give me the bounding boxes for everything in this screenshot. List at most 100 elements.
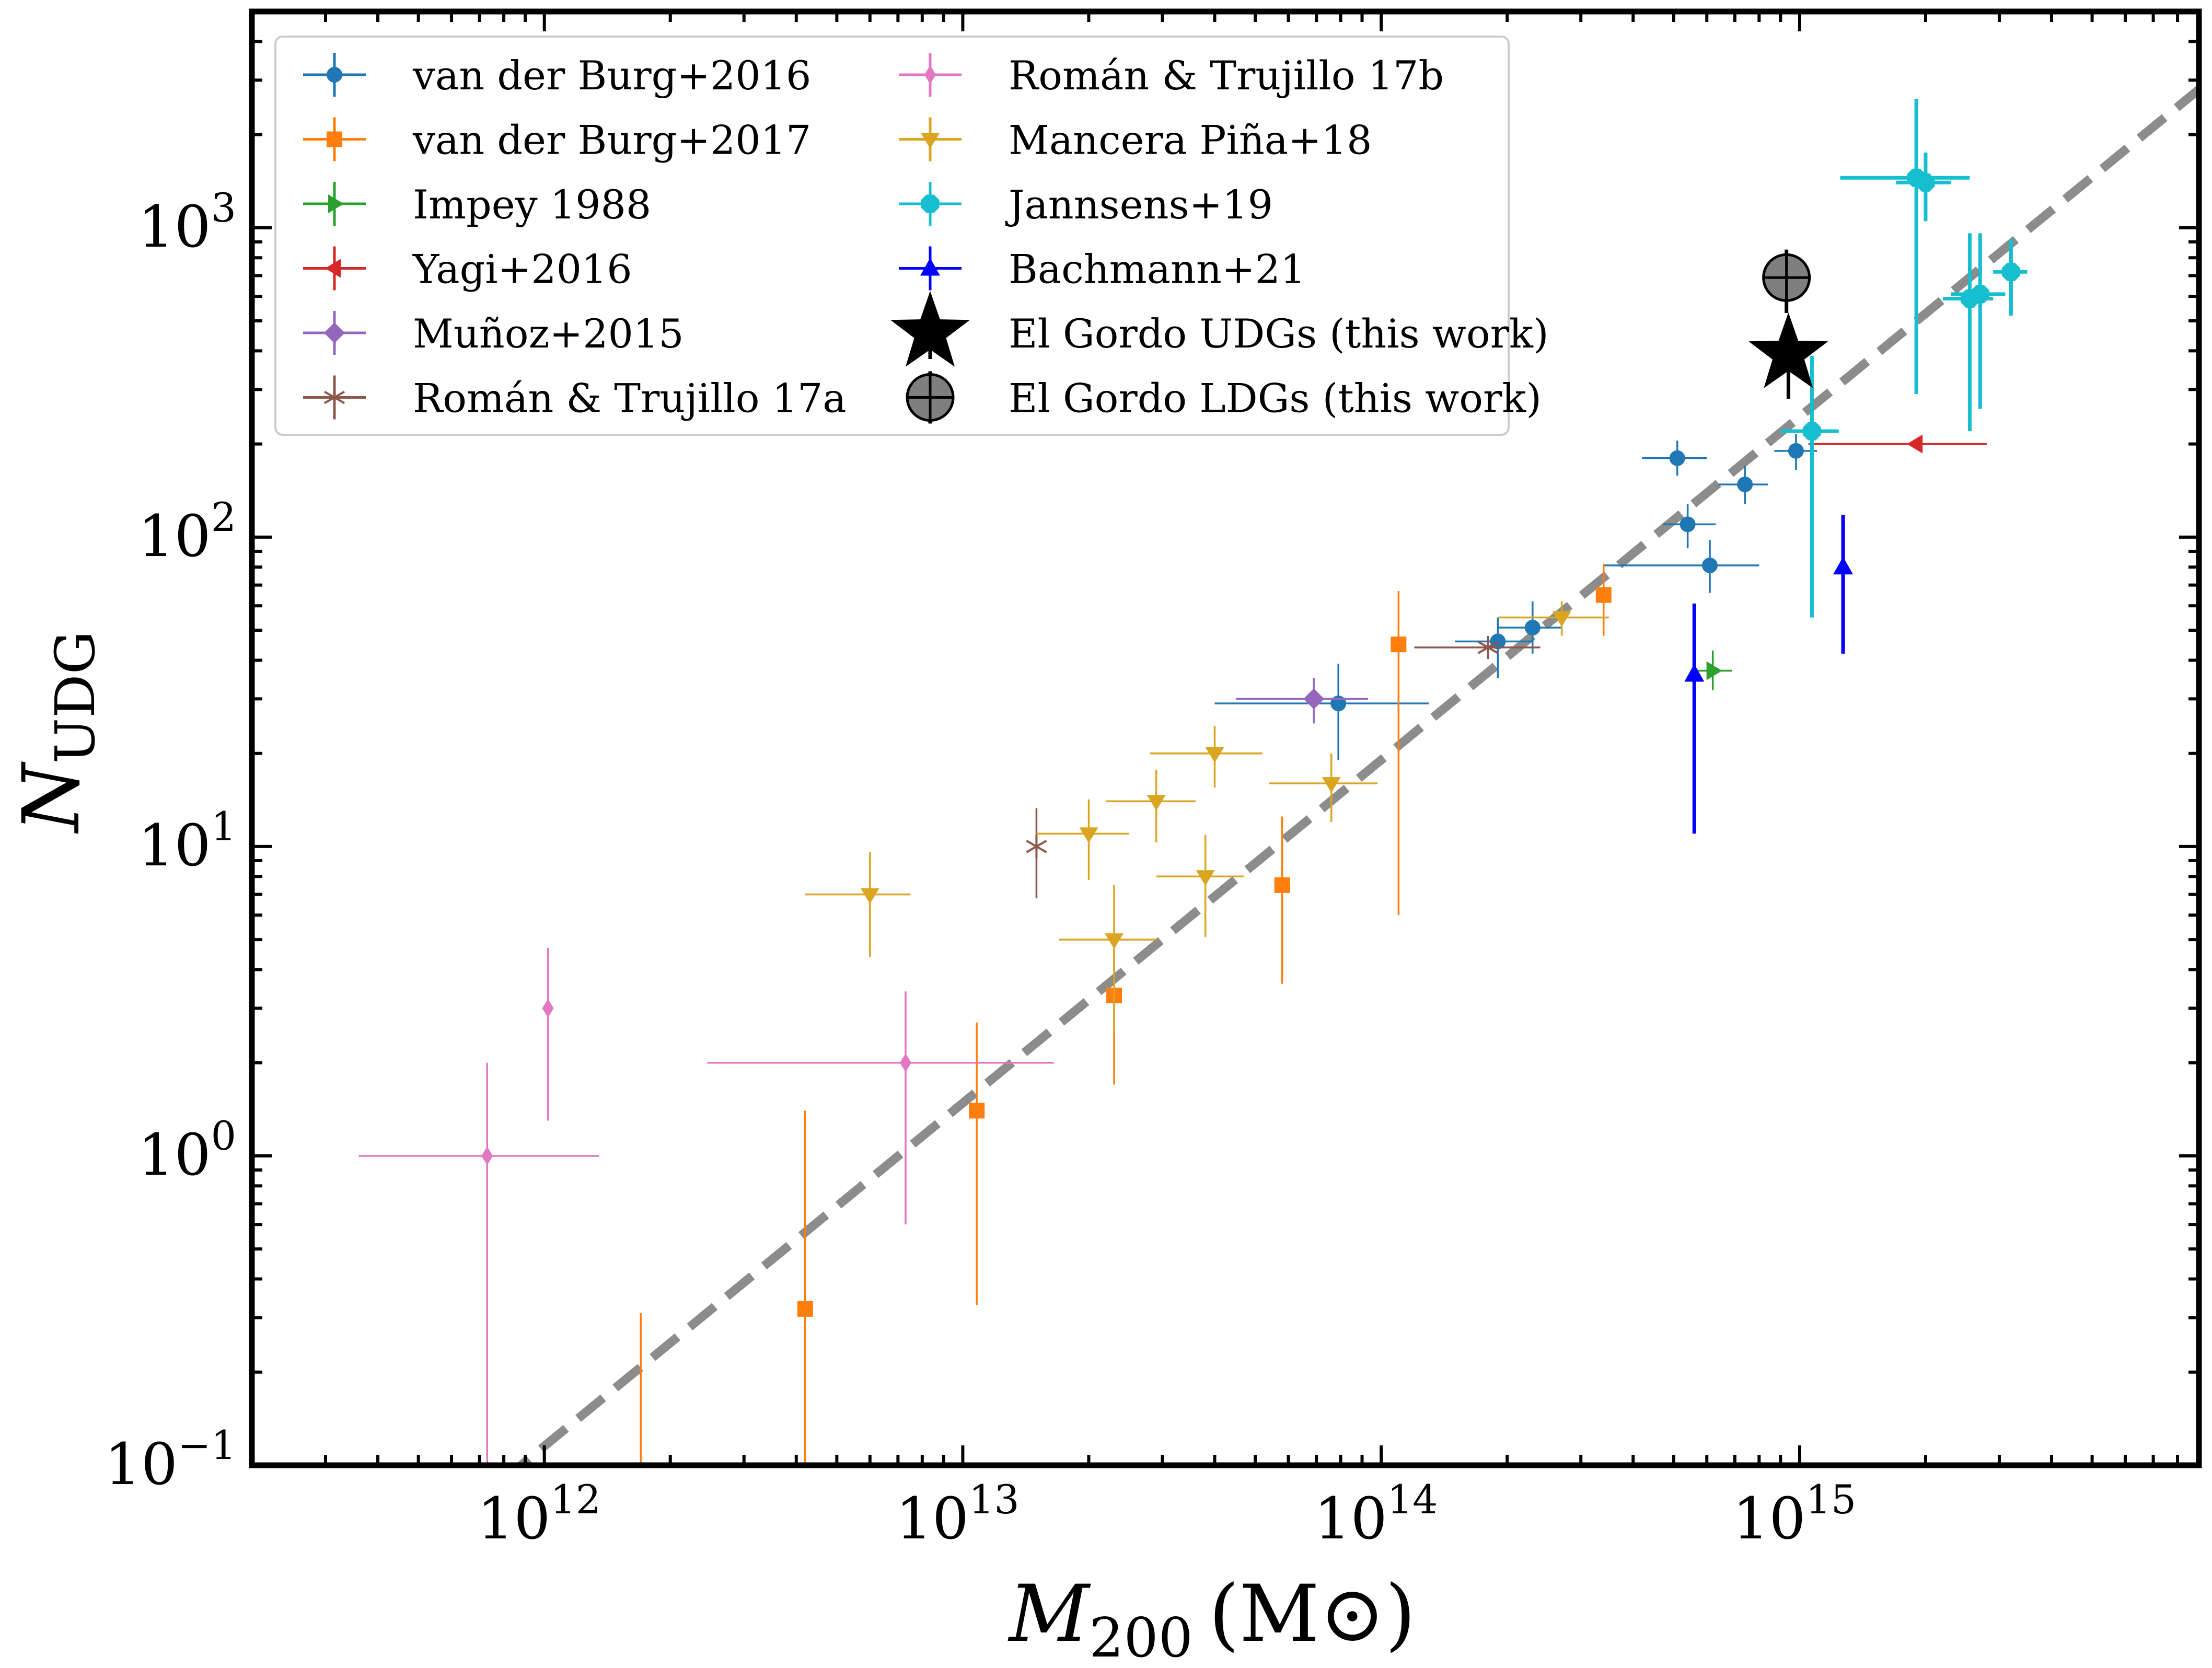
legend-entry-van-der-burg-2016: van der Burg+2016: [303, 52, 811, 99]
data-point-van-der-burg-2016-5: [1702, 558, 1718, 574]
y-tick-label: 101: [138, 803, 236, 879]
data-point-rom-n-trujillo-17b-1: [542, 999, 554, 1018]
data-points-layer: [358, 99, 2028, 1566]
legend-label: van der Burg+2016: [412, 52, 811, 99]
series-mu-oz-2015: [1236, 678, 1368, 724]
legend-label: Bachmann+21: [1009, 246, 1305, 293]
data-point-van-der-burg-2016-7: [1788, 443, 1804, 459]
data-point-mancera-pi-a-18-7: [1552, 611, 1571, 627]
legend-entry-jannsens-19: Jannsens+19: [899, 181, 1273, 228]
data-point-el-gordo-udgs-this-work-0: [1748, 312, 1828, 388]
axis-ticks-layer: 1012 1013 1014 1015 10−1 100 101 102 103: [105, 10, 2201, 1552]
data-point-rom-n-trujillo-17b-0: [481, 1146, 493, 1165]
legend-entry-el-gordo-ldgs-this-work: El Gordo LDGs (this work): [906, 371, 1542, 424]
y-tick-label: 100: [138, 1113, 236, 1188]
x-tick-label: 1015: [1733, 1476, 1857, 1552]
data-point-mancera-pi-a-18-1: [1105, 933, 1124, 949]
legend-label: van der Burg+2017: [412, 117, 811, 164]
data-point-mancera-pi-a-18-6: [1322, 777, 1341, 793]
data-point-van-der-burg-2016-0: [1330, 696, 1347, 712]
y-tick-label: 102: [138, 494, 236, 570]
data-point-van-der-burg-2017-4: [1274, 877, 1290, 893]
data-point-van-der-burg-2017-6: [1595, 587, 1612, 603]
legend-label: Jannsens+19: [1005, 181, 1273, 228]
data-point-van-der-burg-2017-0: [633, 1550, 648, 1566]
data-point-van-der-burg-2016-6: [1737, 477, 1753, 493]
x-tick-label: 1013: [896, 1476, 1020, 1552]
legend-entry-mu-oz-2015: Muñoz+2015: [303, 310, 684, 357]
legend-label: Mancera Piña+18: [1009, 117, 1372, 164]
data-point-van-der-burg-2017-5: [1391, 636, 1407, 653]
data-point-el-gordo-ldgs-this-work-0: [1762, 253, 1811, 302]
legend-label: El Gordo UDGs (this work): [1009, 310, 1549, 357]
legend-entry-impey-1988: Impey 1988: [303, 181, 651, 228]
x-tick-label: 1014: [1314, 1476, 1438, 1552]
series-rom-n-trujillo-17b: [358, 948, 1054, 1465]
series-van-der-burg-2017: [633, 563, 1612, 1566]
x-axis-label: M200 (M⊙): [1007, 1569, 1416, 1668]
data-point-mancera-pi-a-18-5: [1205, 747, 1224, 763]
series-jannsens-19: [1780, 99, 2028, 618]
data-point-mancera-pi-a-18-0: [860, 888, 879, 904]
legend-marker: [921, 133, 940, 149]
legend-entry-rom-n-trujillo-17b: Román & Trujillo 17b: [899, 52, 1444, 99]
data-point-mu-oz-2015-0: [1303, 688, 1325, 710]
data-point-bachmann-21-0: [1684, 664, 1705, 682]
series-yagi-2016: [1808, 434, 1987, 454]
legend-label: Muñoz+2015: [413, 310, 684, 357]
data-point-rom-n-trujillo-17a-1: [1477, 635, 1499, 659]
data-point-van-der-burg-2017-2: [969, 1103, 985, 1119]
legend-marker: [327, 67, 342, 83]
legend-marker: [921, 194, 940, 213]
legend-entry-el-gordo-udgs-this-work: El Gordo UDGs (this work): [890, 291, 1549, 367]
data-point-impey-1988-0: [1706, 661, 1722, 680]
legend-entry-van-der-burg-2017: van der Burg+2017: [303, 117, 811, 164]
data-point-bachmann-21-1: [1833, 557, 1854, 575]
legend-marker: [924, 65, 936, 84]
legend-marker: [327, 131, 342, 147]
data-point-van-der-burg-2016-4: [1680, 516, 1696, 532]
series-bachmann-21: [1684, 515, 1854, 834]
legend-marker: [906, 373, 955, 422]
fit-line-layer: [514, 86, 2199, 1465]
y-tick-label: 103: [138, 184, 236, 260]
legend-label: El Gordo LDGs (this work): [1009, 375, 1542, 422]
data-point-van-der-burg-2016-3: [1669, 450, 1685, 466]
series-el-gordo-ldgs-this-work: [1762, 249, 1811, 314]
data-point-van-der-burg-2017-1: [797, 1301, 813, 1317]
legend-entry-rom-n-trujillo-17a: Román & Trujillo 17a: [303, 375, 847, 422]
fit-line: [514, 86, 2199, 1465]
series-mancera-pi-a-18: [805, 601, 1609, 1033]
legend-entry-mancera-pi-a-18: Mancera Piña+18: [899, 117, 1372, 164]
legend-marker: [890, 291, 970, 367]
data-point-mancera-pi-a-18-4: [1196, 870, 1215, 886]
y-tick-label: 10−1: [105, 1422, 236, 1498]
legend-label: Román & Trujillo 17b: [1009, 52, 1444, 99]
legend-marker: [328, 194, 344, 213]
legend-entry-yagi-2016: Yagi+2016: [303, 246, 632, 293]
legend-label: Román & Trujillo 17a: [413, 375, 847, 422]
legend-entry-bachmann-21: Bachmann+21: [899, 246, 1305, 293]
legend-marker: [323, 386, 345, 409]
data-point-mancera-pi-a-18-3: [1146, 795, 1166, 811]
data-point-rom-n-trujillo-17a-0: [1026, 835, 1047, 858]
series-van-der-burg-2016: [1214, 434, 1817, 760]
legend-marker: [324, 322, 345, 343]
data-point-mancera-pi-a-18-2: [1079, 827, 1098, 843]
legend: van der Burg+2016 van der Burg+2017 Impey …: [274, 36, 1549, 436]
data-point-jannsens-19-5: [2001, 262, 2020, 281]
data-point-van-der-burg-2016-2: [1524, 619, 1541, 635]
y-axis-label: NUDG: [6, 631, 107, 833]
series-rom-n-trujillo-17a: [1026, 635, 1541, 899]
legend-box: [274, 36, 1510, 436]
legend-label: Impey 1988: [413, 181, 651, 228]
legend-label: Yagi+2016: [412, 246, 632, 293]
plot-frame: [249, 8, 2202, 1468]
x-tick-label: 1012: [477, 1476, 601, 1552]
data-point-jannsens-19-4: [1971, 285, 1989, 304]
legend-marker: [920, 258, 940, 276]
data-point-jannsens-19-0: [1802, 422, 1821, 441]
series-el-gordo-udgs-this-work: [1748, 312, 1828, 399]
data-point-yagi-2016-0: [1907, 434, 1923, 454]
